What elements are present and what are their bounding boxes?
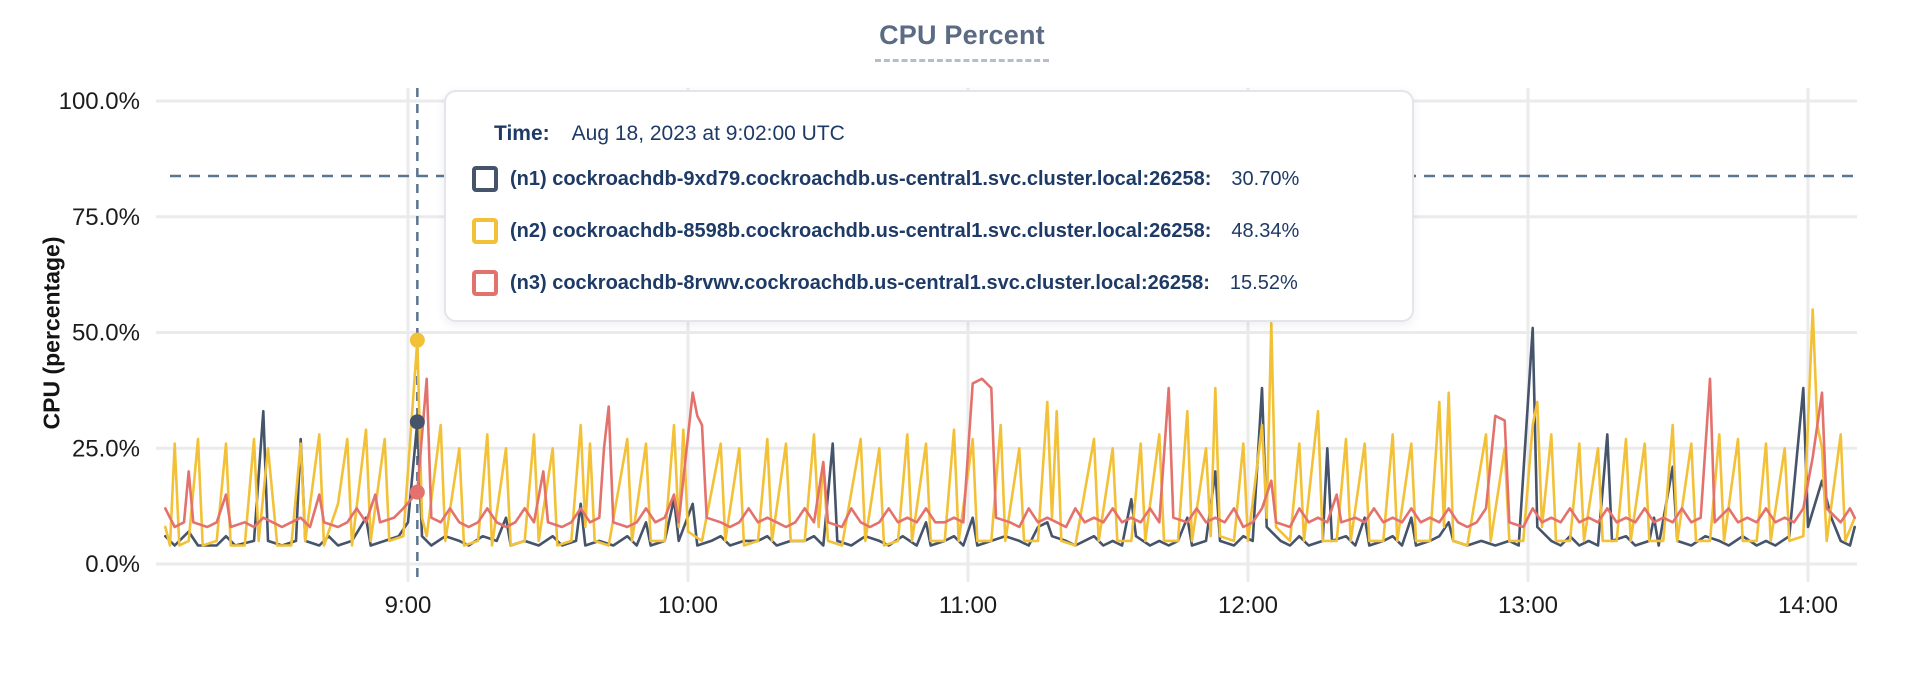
series-line-n1[interactable]: [164, 326, 1856, 547]
hover-marker-n2: [409, 332, 425, 348]
x-tick-label: 9:00: [385, 592, 432, 619]
series-swatch-n2: [472, 218, 498, 244]
series-label: (n1) cockroachdb-9xd79.cockroachdb.us-ce…: [510, 167, 1212, 190]
tooltip-series-row: (n1) cockroachdb-9xd79.cockroachdb.us-ce…: [472, 166, 1382, 192]
series-label: (n3) cockroachdb-8rvwv.cockroachdb.us-ce…: [510, 271, 1210, 294]
x-tick-label: 13:00: [1498, 592, 1558, 619]
y-tick-label: 0.0%: [85, 551, 140, 578]
series-line-n3[interactable]: [164, 377, 1856, 529]
x-tick-label: 11:00: [939, 592, 997, 619]
tooltip-time-row: Time: Aug 18, 2023 at 9:02:00 UTC: [494, 122, 1382, 146]
series-value: 30.70%: [1231, 167, 1300, 190]
hover-marker-n3: [409, 484, 425, 500]
series-value: 48.34%: [1231, 219, 1300, 242]
hover-tooltip: Time: Aug 18, 2023 at 9:02:00 UTC (n1) c…: [444, 90, 1414, 322]
series-value: 15.52%: [1229, 271, 1298, 294]
x-tick-label: 10:00: [658, 592, 718, 619]
tooltip-time-label: Time:: [494, 122, 550, 145]
series-swatch-n3: [472, 270, 498, 296]
chart-title[interactable]: CPU Percent: [875, 20, 1049, 62]
x-tick-label: 14:00: [1778, 592, 1838, 619]
y-tick-label: 50.0%: [72, 320, 140, 347]
series-swatch-n1: [472, 166, 498, 192]
series-label: (n2) cockroachdb-8598b.cockroachdb.us-ce…: [510, 219, 1212, 242]
y-tick-label: 75.0%: [72, 204, 140, 231]
hover-marker-n1: [409, 414, 425, 430]
series-line-n2[interactable]: [164, 308, 1856, 547]
tooltip-series-row: (n3) cockroachdb-8rvwv.cockroachdb.us-ce…: [472, 270, 1382, 296]
tooltip-series-row: (n2) cockroachdb-8598b.cockroachdb.us-ce…: [472, 218, 1382, 244]
tooltip-time-value: Aug 18, 2023 at 9:02:00 UTC: [571, 122, 845, 145]
tooltip-series-rows: (n1) cockroachdb-9xd79.cockroachdb.us-ce…: [472, 166, 1382, 296]
x-tick-label: 12:00: [1218, 592, 1278, 619]
y-tick-label: 100.0%: [59, 88, 140, 115]
y-tick-label: 25.0%: [72, 435, 140, 462]
